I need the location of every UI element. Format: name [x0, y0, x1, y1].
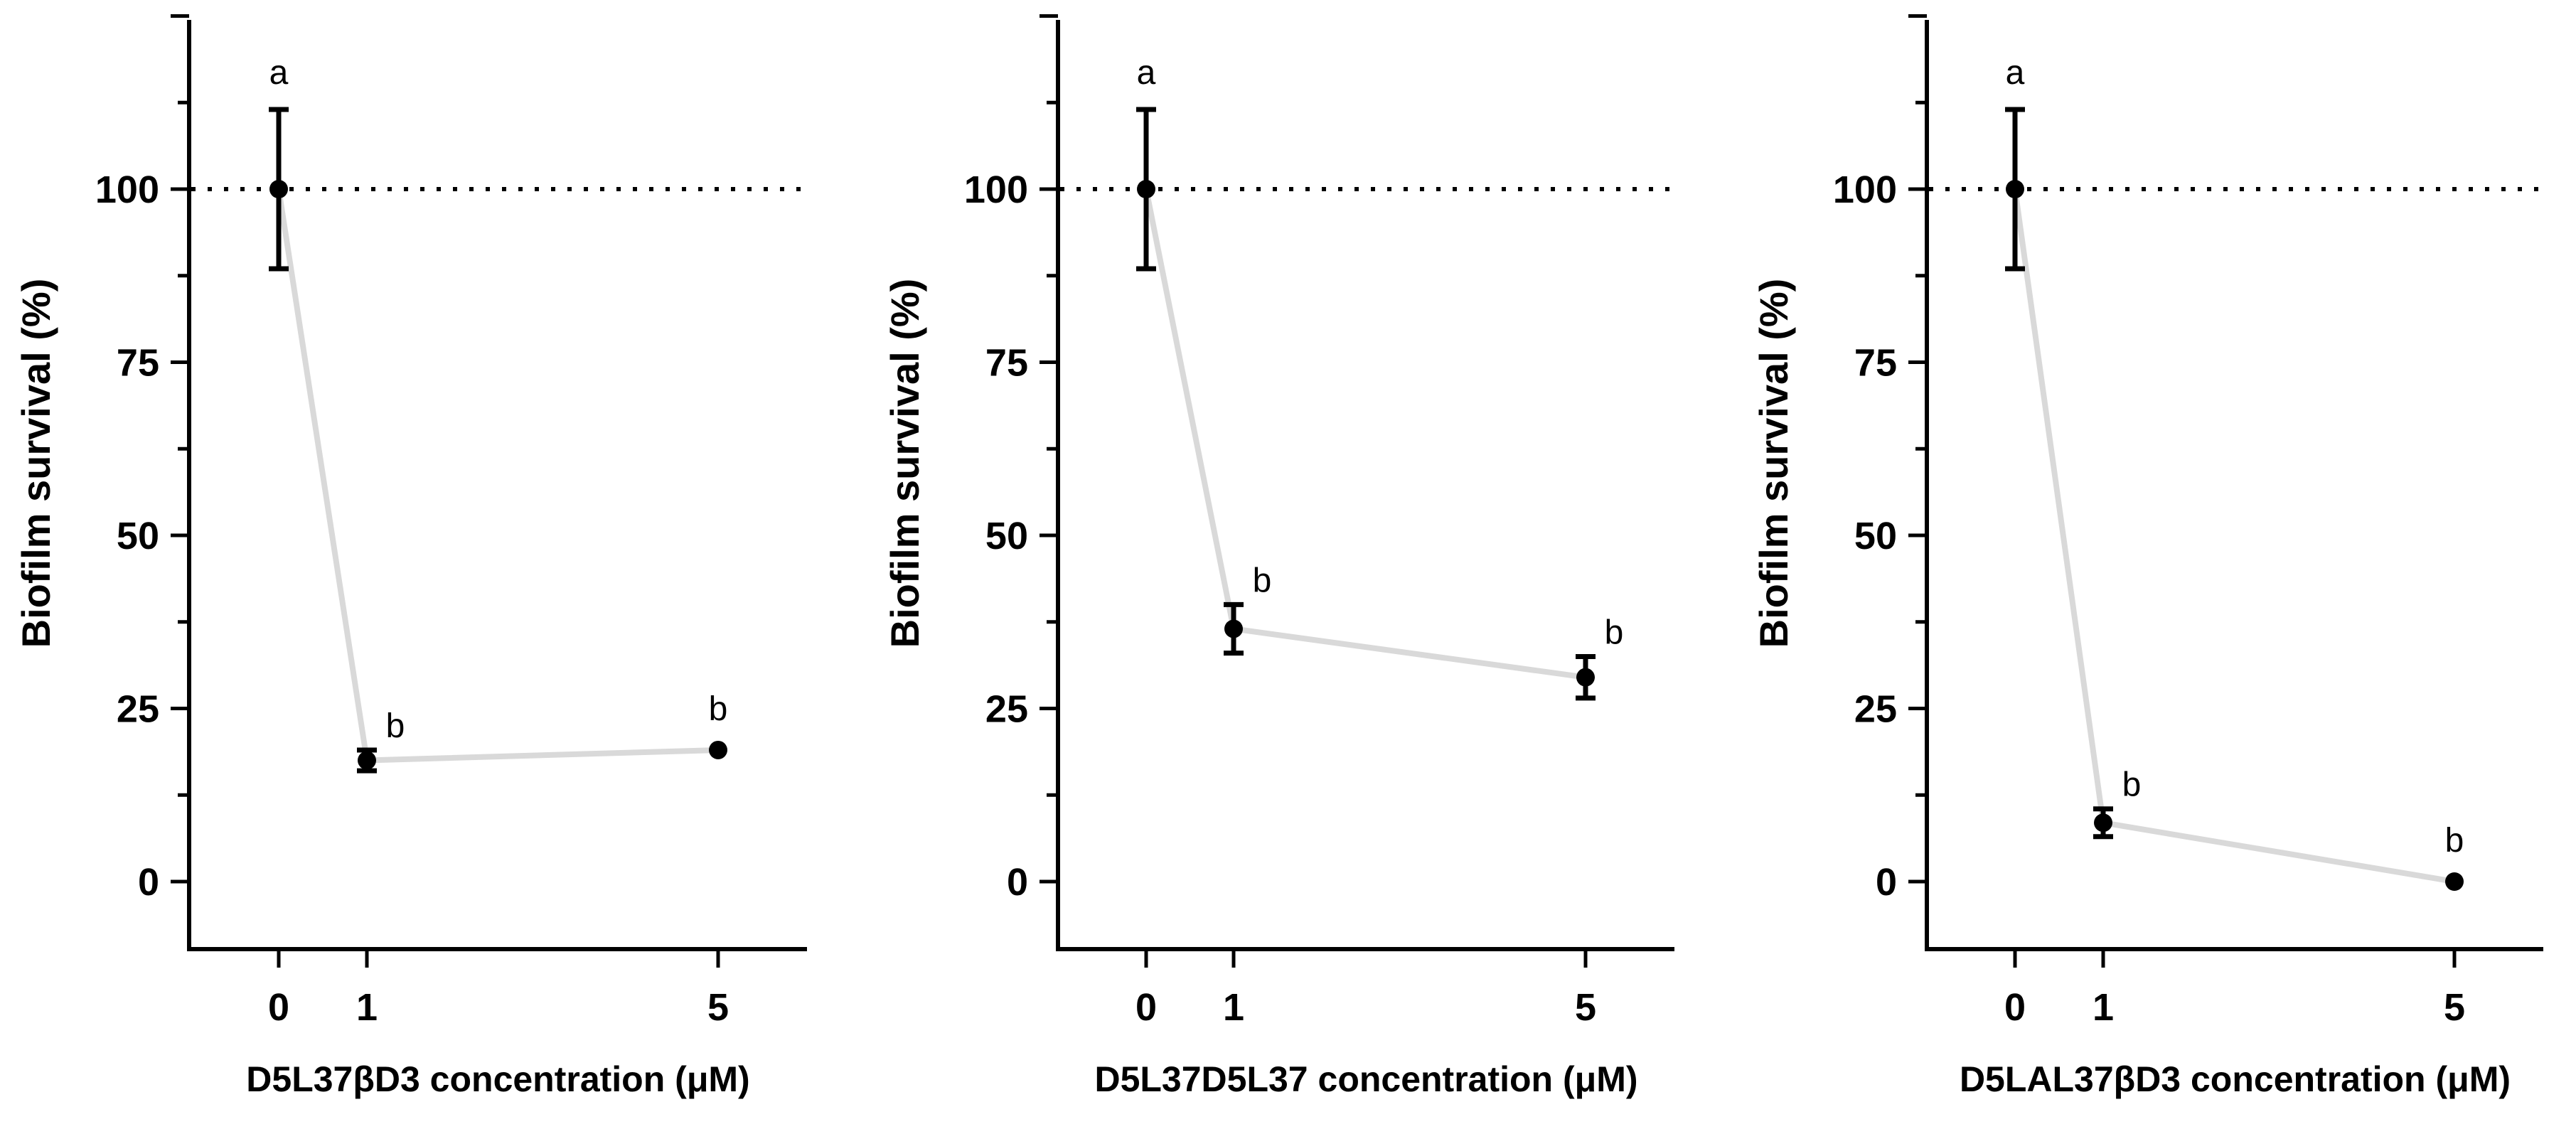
x-tick-label: 0: [2004, 986, 2026, 1029]
y-tick-label: 0: [1876, 861, 1897, 904]
significance-label: a: [2006, 54, 2025, 92]
chart-panel-2: 0 25 50 75 100 0 1 5 a b b Biofilm survival (%) D5L3…: [882, 14, 1674, 1099]
y-axis-label: Biofilm survival (%): [882, 279, 927, 648]
data-point: [2094, 813, 2112, 833]
x-tick-label: 5: [1575, 986, 1596, 1029]
y-tick-label: 75: [985, 342, 1028, 385]
y-tick-label: 25: [117, 688, 159, 731]
y-tick-label: 25: [1854, 688, 1897, 731]
y-tick-label: 25: [985, 688, 1028, 731]
y-tick-label: 100: [964, 168, 1028, 211]
y-tick-label: 100: [95, 168, 159, 211]
data-point: [2006, 180, 2024, 198]
data-point: [269, 180, 288, 198]
series-line: [2012, 188, 2455, 884]
x-axis-label: D5LAL37βD3 concentration (μM): [1960, 1059, 2511, 1099]
significance-label: b: [1253, 562, 1272, 599]
data-point: [2445, 872, 2464, 891]
significance-label: b: [2445, 822, 2464, 860]
y-tick-label: 50: [985, 515, 1028, 557]
series-line: [1143, 188, 1586, 680]
y-tick-label: 0: [1007, 861, 1028, 904]
data-point: [1224, 619, 1243, 638]
data-point: [1576, 668, 1595, 687]
significance-label: a: [269, 54, 289, 92]
x-axis-label: D5L37D5L37 concentration (μM): [1094, 1059, 1637, 1099]
chart-panel-3: 0 25 50 75 100 0 1 5 a b b Biofilm survival (%) D5LA…: [1751, 14, 2543, 1099]
series-line: [276, 188, 719, 764]
data-point: [709, 740, 727, 759]
y-tick-label: 75: [117, 342, 159, 385]
y-tick-label: 100: [1833, 168, 1897, 211]
y-tick-label: 50: [117, 515, 159, 557]
y-tick-label: 50: [1854, 515, 1897, 557]
y-tick-label: 0: [138, 861, 159, 904]
significance-label: b: [386, 707, 405, 745]
significance-label: b: [1605, 614, 1624, 651]
data-point: [358, 751, 376, 770]
significance-label: b: [2122, 766, 2142, 804]
x-tick-label: 0: [268, 986, 289, 1029]
chart-panel-1: 0 25 50 75 100 0 1 5 a b b Biofilm survival (%) D5L3…: [14, 14, 807, 1099]
x-tick-label: 5: [2444, 986, 2465, 1029]
x-tick-label: 0: [1135, 986, 1157, 1029]
x-tick-label: 5: [707, 986, 729, 1029]
y-axis-label: Biofilm survival (%): [14, 279, 58, 648]
significance-label: b: [709, 690, 728, 728]
x-axis-label: D5L37βD3 concentration (μM): [246, 1059, 749, 1099]
y-axis-label: Biofilm survival (%): [1751, 279, 1796, 648]
y-tick-label: 75: [1854, 342, 1897, 385]
x-tick-label: 1: [1223, 986, 1244, 1029]
data-point: [1137, 180, 1155, 198]
significance-label: a: [1137, 54, 1156, 92]
x-tick-label: 1: [2093, 986, 2114, 1029]
x-tick-label: 1: [356, 986, 378, 1029]
